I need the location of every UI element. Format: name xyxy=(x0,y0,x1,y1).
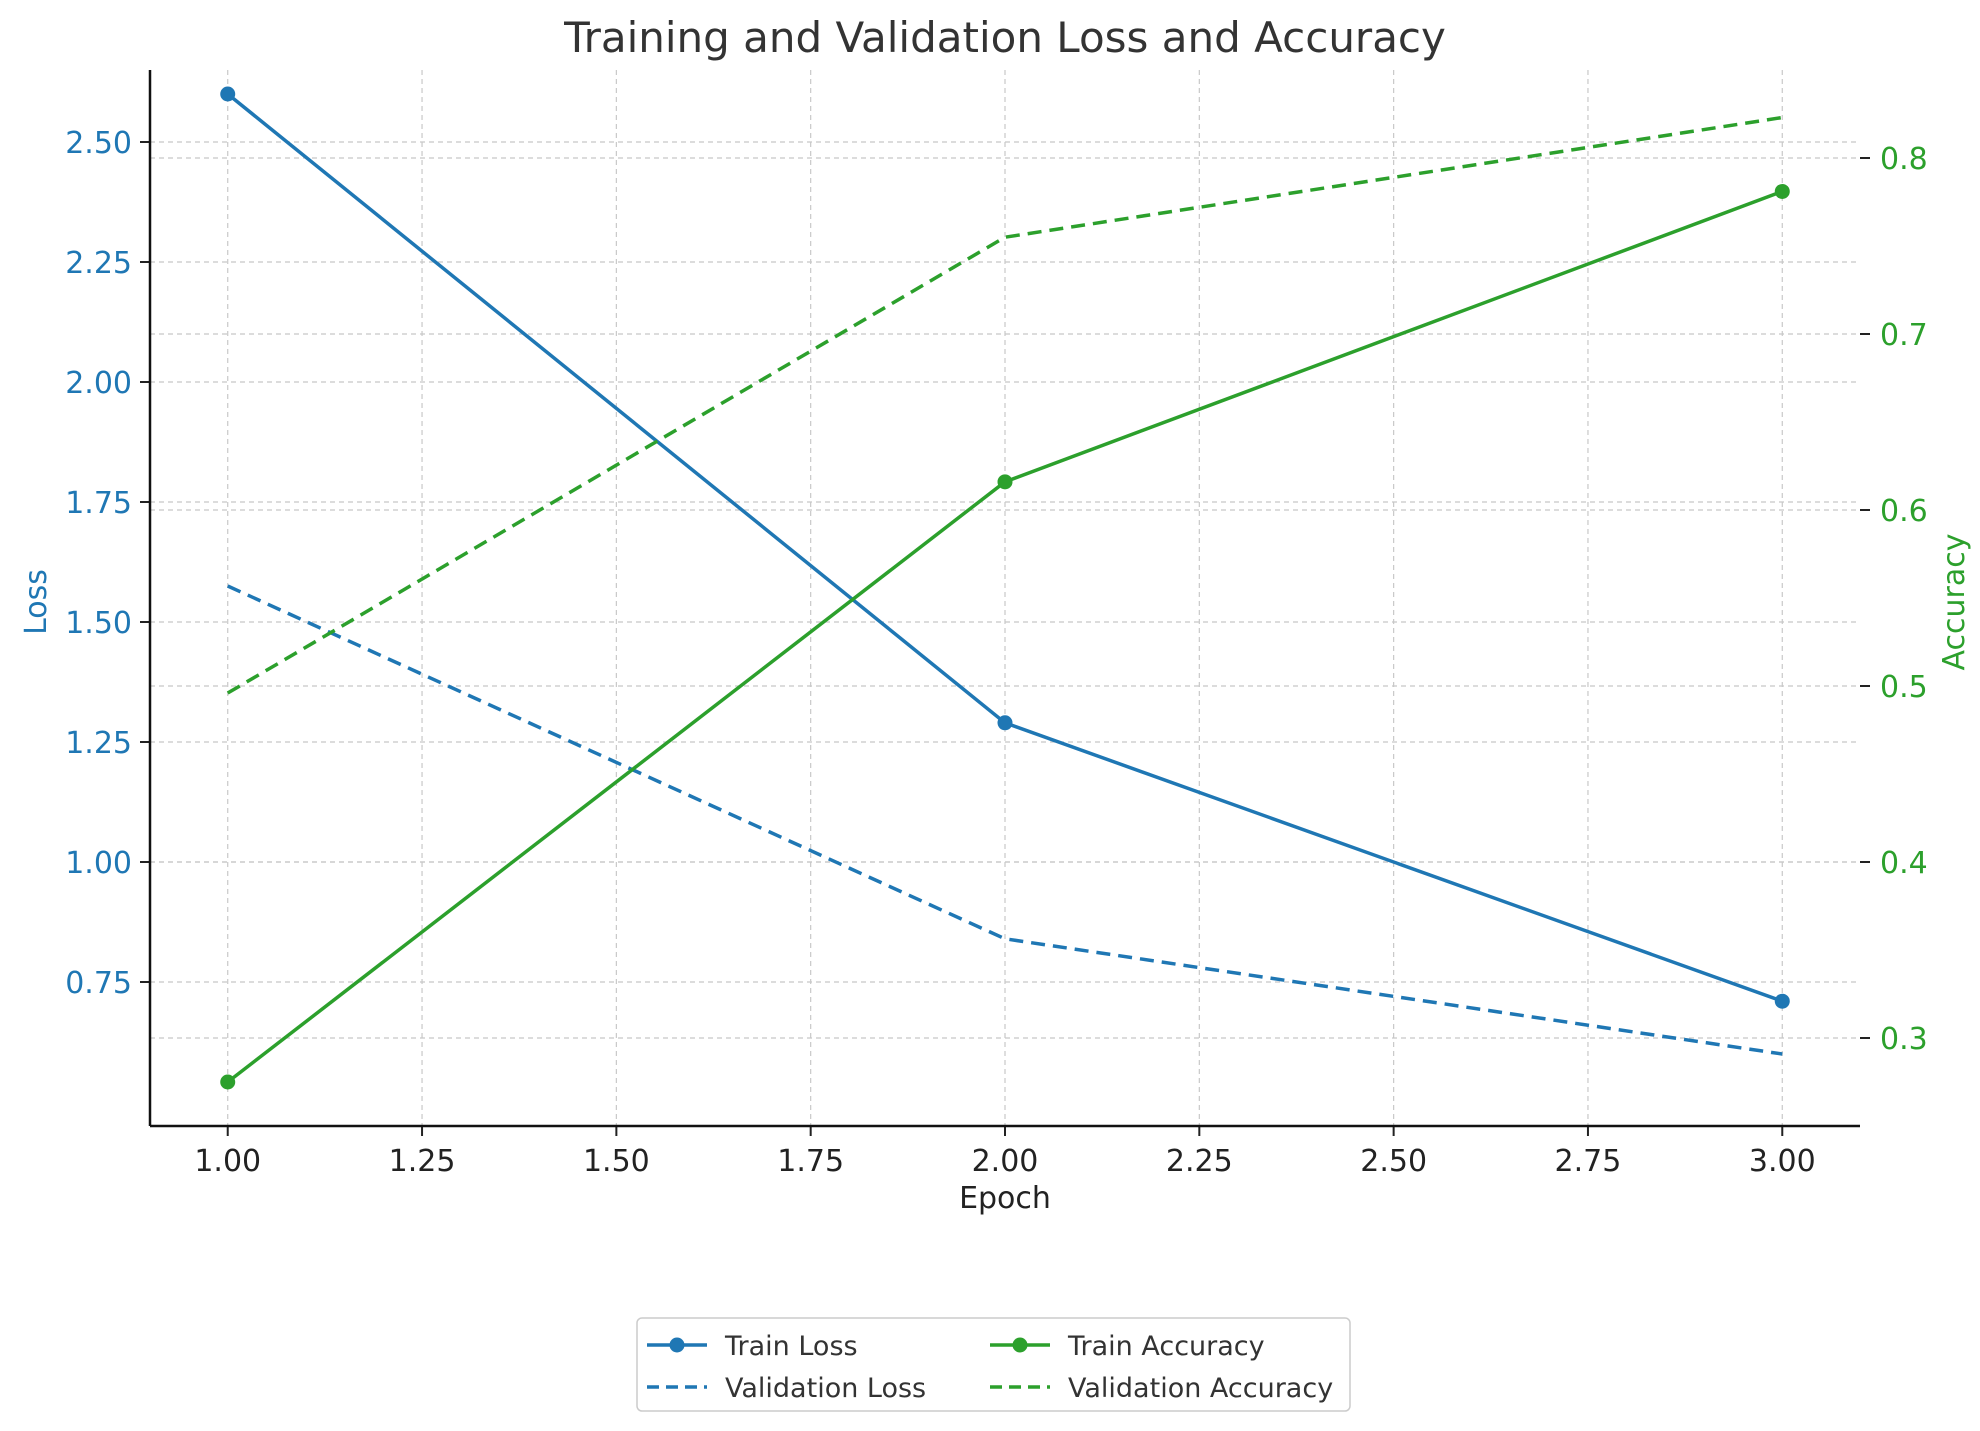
data-point-train-loss xyxy=(997,715,1013,731)
y-right-axis-label: Accuracy xyxy=(1937,534,1972,671)
y-right-tick-label: 0.5 xyxy=(1880,670,1928,705)
legend-label-validation-loss: Validation Loss xyxy=(725,1373,926,1404)
x-tick-label: 2.25 xyxy=(1166,1144,1233,1179)
y-left-tick-label: 1.00 xyxy=(65,846,132,881)
x-tick-label: 2.00 xyxy=(972,1144,1039,1179)
x-axis-label: Epoch xyxy=(959,1181,1051,1216)
chart-title: Training and Validation Loss and Accurac… xyxy=(563,13,1446,62)
y-right-tick-label: 0.6 xyxy=(1880,494,1928,529)
x-tick-label: 3.00 xyxy=(1749,1144,1816,1179)
x-tick-label: 1.75 xyxy=(777,1144,844,1179)
data-point-train-accuracy xyxy=(1774,183,1790,199)
data-point-train-loss xyxy=(220,86,236,102)
legend-marker-train-loss xyxy=(669,1337,685,1353)
legend-label-validation-accuracy: Validation Accuracy xyxy=(1068,1373,1333,1404)
data-point-train-accuracy xyxy=(997,474,1013,490)
y-left-tick-label: 1.75 xyxy=(65,486,132,521)
y-left-tick-label: 2.50 xyxy=(65,126,132,161)
x-tick-label: 2.75 xyxy=(1555,1144,1622,1179)
x-tick-label: 1.00 xyxy=(194,1144,261,1179)
legend-label-train-loss: Train Loss xyxy=(724,1331,858,1362)
series-layer xyxy=(220,86,1790,1090)
y-left-tick-label: 1.50 xyxy=(65,606,132,641)
legend-label-train-accuracy: Train Accuracy xyxy=(1067,1331,1265,1362)
y-left-tick-label: 2.25 xyxy=(65,246,132,281)
series-line-validation-loss xyxy=(227,584,1783,1056)
legend-box xyxy=(636,1317,1351,1412)
y-right-tick-label: 0.3 xyxy=(1880,1022,1928,1057)
axes-layer: 1.00 1.25 1.50 1.75 2.00 2.25 2.50 2.75 3.00 0.75… xyxy=(65,70,1928,1179)
data-point-train-accuracy xyxy=(220,1074,236,1090)
y-right-tick-label: 0.7 xyxy=(1880,318,1928,353)
y-left-axis-label: Loss xyxy=(19,569,54,635)
legend: Train Loss Validation Loss Train Accuracy V… xyxy=(636,1317,1351,1412)
x-tick-label: 2.50 xyxy=(1360,1144,1427,1179)
x-tick-label: 1.25 xyxy=(389,1144,456,1179)
data-point-train-loss xyxy=(1774,993,1790,1009)
y-left-tick-label: 0.75 xyxy=(65,966,132,1001)
y-right-tick-label: 0.4 xyxy=(1880,846,1928,881)
legend-marker-train-accuracy xyxy=(1012,1337,1028,1353)
y-right-tick-label: 0.8 xyxy=(1880,142,1928,177)
y-left-tick-label: 1.25 xyxy=(65,726,132,761)
x-tick-label: 1.50 xyxy=(583,1144,650,1179)
y-left-tick-label: 2.00 xyxy=(65,366,132,401)
grid-layer xyxy=(150,70,1860,1126)
